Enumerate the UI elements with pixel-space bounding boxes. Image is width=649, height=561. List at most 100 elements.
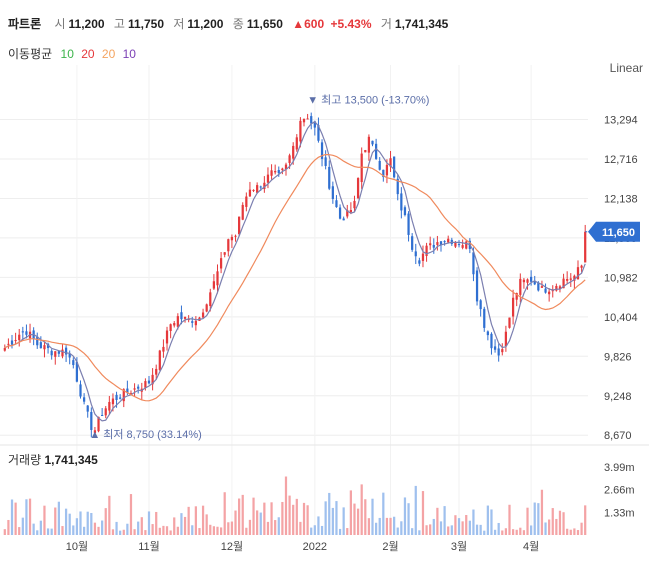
volume-bar: [555, 518, 558, 535]
candle-body: [241, 204, 244, 220]
volume-bar: [101, 520, 104, 535]
close-label: 종: [232, 17, 244, 31]
volume-bar: [274, 520, 277, 535]
candle-body: [126, 388, 129, 393]
time-tick-label: 2월: [382, 540, 398, 553]
volume-bar: [331, 507, 334, 535]
candle-body: [356, 178, 360, 199]
candle-body: [465, 241, 468, 249]
price-tick-label: 13,294: [604, 115, 638, 127]
candle-body: [353, 200, 356, 209]
stock-header: 파트론 시 11,200 고 11,750 저 11,200 종 11,650 ▲600…: [8, 15, 454, 32]
candle-body: [50, 350, 53, 356]
volume-bar: [10, 499, 14, 535]
candle-body: [234, 235, 237, 237]
candle-body: [238, 216, 241, 235]
current-price-label: 11,650: [602, 227, 635, 239]
scale-mode-toggle[interactable]: Linear: [609, 61, 643, 75]
candle-body: [284, 164, 288, 170]
volume-bar: [241, 494, 244, 535]
candle-body: [533, 281, 536, 285]
time-tick-label: 12월: [221, 540, 243, 553]
candle-body: [151, 374, 154, 385]
change-percent: +5.43%: [330, 17, 372, 31]
change-arrow-icon: ▲: [292, 17, 305, 31]
volume-bar: [472, 509, 475, 535]
candle-body: [584, 231, 587, 263]
candle-body: [245, 196, 248, 207]
volume-bar: [122, 529, 125, 535]
candle-body: [558, 286, 562, 290]
candle-body: [219, 258, 223, 269]
volume-bar: [147, 511, 151, 535]
volume-bar: [385, 517, 389, 535]
candle-body: [447, 238, 450, 243]
volume-bar: [324, 501, 327, 535]
volume-bar: [436, 507, 439, 535]
candle-body: [90, 411, 93, 430]
volume-bar: [346, 528, 349, 535]
volume-bar: [292, 504, 295, 535]
volume-bar: [111, 529, 115, 535]
candle-body: [425, 245, 428, 256]
moving-average-legend[interactable]: 이동평균 10 20 20 10: [8, 45, 140, 62]
candle-body: [72, 360, 75, 366]
volume-bar: [219, 527, 223, 535]
volume-bar: [302, 502, 306, 535]
candle-body: [436, 242, 439, 245]
candle-body: [36, 336, 39, 346]
volume-bar: [551, 508, 554, 535]
volume-bar: [367, 518, 371, 535]
candle-body: [573, 275, 576, 281]
candle-body: [162, 346, 165, 352]
price-tick-label: 10,404: [604, 312, 638, 324]
volume-bar: [465, 515, 468, 535]
volume-bar: [320, 525, 324, 535]
candle-body: [555, 285, 558, 291]
candle-body: [432, 244, 435, 248]
volume-bar: [396, 527, 399, 535]
price-tick-label: 12,138: [604, 193, 638, 205]
candle-body: [479, 300, 482, 310]
volume-bar: [119, 530, 122, 535]
candle-body: [115, 394, 118, 400]
volume-value: 1,741,345: [394, 17, 449, 31]
candle-body: [515, 293, 518, 300]
time-tick-label: 2022: [303, 541, 327, 553]
candle-body: [281, 168, 284, 171]
volume-bar: [342, 507, 345, 535]
volume-bar: [93, 522, 97, 535]
volume-bar: [115, 521, 118, 535]
volume-bar: [36, 530, 39, 535]
moving-average-line: [4, 153, 586, 402]
candle-body: [544, 288, 547, 293]
candle-body: [25, 331, 28, 335]
candle-body: [270, 170, 273, 176]
candle-body: [490, 333, 493, 349]
volume-bar: [548, 519, 551, 535]
candle-body: [364, 150, 367, 153]
candle-body: [256, 185, 259, 193]
volume-bar: [450, 525, 453, 535]
volume-bar: [173, 517, 176, 535]
candle-body: [519, 278, 522, 295]
current-price-tag: [588, 221, 640, 242]
volume-bar: [209, 524, 212, 535]
volume-bar: [461, 521, 464, 535]
candle-body: [371, 140, 374, 145]
volume-bar: [108, 495, 111, 535]
volume-bar: [584, 505, 587, 535]
volume-bar: [504, 528, 508, 535]
volume-bar: [349, 490, 352, 535]
volume-bar: [493, 529, 497, 535]
candle-body: [129, 393, 133, 395]
candle-body: [274, 170, 277, 173]
volume-bar: [212, 526, 216, 535]
candle-body: [227, 239, 230, 252]
volume-bar: [295, 498, 298, 535]
candle-body: [400, 193, 403, 211]
axes: 13,29412,71612,13811,56010,98210,4049,82…: [66, 115, 638, 553]
candle-body: [122, 389, 125, 402]
volume-bar: [360, 484, 363, 535]
